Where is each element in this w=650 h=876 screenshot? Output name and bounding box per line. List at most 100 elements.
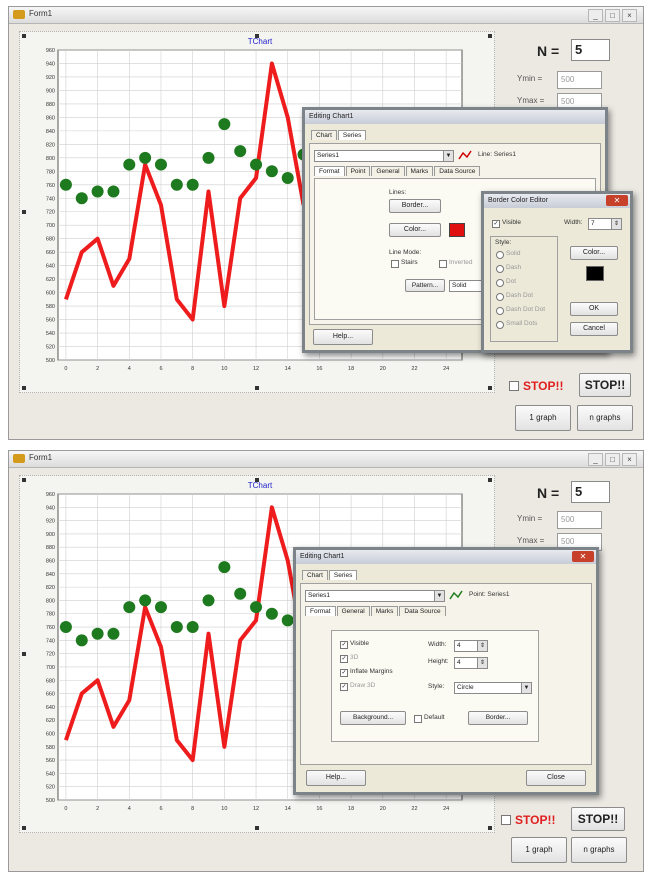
width-spinner[interactable]: 7 ⇕ <box>588 218 622 230</box>
x-tick-label: 12 <box>253 366 259 372</box>
subtab-data-source[interactable]: Data Source <box>399 606 446 616</box>
line-color-swatch[interactable] <box>449 223 465 237</box>
style-radio-label: Small Dots <box>506 320 538 327</box>
data-point-green <box>281 172 294 185</box>
subtab-general[interactable]: General <box>371 166 405 176</box>
width-spinner[interactable]: 4 ⇕ <box>454 640 488 652</box>
spinner-arrows-icon[interactable]: ⇕ <box>477 658 487 668</box>
subtab-format[interactable]: Format <box>314 166 345 176</box>
one-graph-button[interactable]: 1 graph <box>515 405 571 431</box>
y-tick-label: 960 <box>46 48 55 54</box>
subtab-general[interactable]: General <box>336 606 370 616</box>
cancel-button[interactable]: Cancel <box>570 322 618 336</box>
border-button[interactable]: Border... <box>389 199 441 213</box>
style-radio[interactable] <box>496 307 504 315</box>
subtab-format[interactable]: Format <box>305 606 336 616</box>
stop-checkbox-box[interactable] <box>509 381 519 391</box>
visible-checkbox[interactable]: ✓ <box>340 641 348 649</box>
ok-button[interactable]: OK <box>570 302 618 316</box>
close-button[interactable]: × <box>622 9 637 22</box>
ymin-input[interactable]: 500 <box>557 511 602 529</box>
series-caption: Line: Series1 <box>478 151 516 158</box>
data-point-green <box>250 601 263 614</box>
border-color-swatch[interactable] <box>586 266 604 281</box>
one-graph-button[interactable]: 1 graph <box>511 837 567 863</box>
tab-chart[interactable]: Chart <box>311 130 337 140</box>
style-radio-label: Dash Dot Dot <box>506 306 546 313</box>
subtab-point[interactable]: Point <box>345 166 371 176</box>
data-point-green <box>202 151 215 164</box>
minimize-button[interactable]: _ <box>588 453 603 466</box>
y-tick-label: 740 <box>46 638 55 644</box>
background-button[interactable]: Background... <box>340 711 406 725</box>
ymin-input[interactable]: 500 <box>557 71 602 89</box>
border-button[interactable]: Border... <box>468 711 528 725</box>
selection-handle <box>22 478 26 482</box>
n-input[interactable]: 5 <box>571 39 610 61</box>
border-color-button[interactable]: Color... <box>570 246 618 260</box>
close-button[interactable]: Close <box>526 770 586 786</box>
style-radio[interactable] <box>496 251 504 259</box>
style-select[interactable]: Circle ▼ <box>454 682 532 694</box>
close-icon[interactable]: ✕ <box>572 551 594 562</box>
x-tick-label: 22 <box>411 806 417 812</box>
ymin-label: Ymin = <box>517 74 543 83</box>
pattern-button[interactable]: Pattern... <box>405 279 445 292</box>
subtab-marks[interactable]: Marks <box>370 606 399 616</box>
spinner-arrows-icon[interactable]: ⇕ <box>611 219 621 229</box>
stop-checkbox-box[interactable] <box>501 815 511 825</box>
inflate-margins-checkbox[interactable]: ✓ <box>340 669 348 677</box>
tab-series[interactable]: Series <box>337 130 367 140</box>
inverted-checkbox[interactable] <box>439 260 447 268</box>
width-spinner-value: 7 <box>591 220 595 227</box>
color-button[interactable]: Color... <box>389 223 441 237</box>
x-tick-label: 4 <box>128 366 131 372</box>
close-button[interactable]: × <box>622 453 637 466</box>
n-graphs-button[interactable]: n graphs <box>577 405 633 431</box>
y-tick-label: 800 <box>46 156 55 162</box>
spinner-arrows-icon[interactable]: ⇕ <box>477 641 487 651</box>
border-dialog-title-text: Border Color Editor <box>488 197 548 204</box>
y-tick-label: 520 <box>46 785 55 791</box>
height-spinner[interactable]: 4 ⇕ <box>454 657 488 669</box>
stop-button[interactable]: STOP!! <box>571 807 625 831</box>
n-graphs-button[interactable]: n graphs <box>571 837 627 863</box>
style-radio[interactable] <box>496 293 504 301</box>
selection-handle <box>488 34 492 38</box>
series-select[interactable]: Series1 ▼ <box>314 150 454 162</box>
default-checkbox[interactable] <box>414 715 422 723</box>
subtab-data-source[interactable]: Data Source <box>434 166 481 176</box>
data-point-green <box>250 158 263 171</box>
help-button[interactable]: Help... <box>313 329 373 345</box>
data-point-green <box>123 158 136 171</box>
tab-chart[interactable]: Chart <box>302 570 328 580</box>
stop-checkbox[interactable]: STOP!! <box>501 813 555 827</box>
stop-checkbox[interactable]: STOP!! <box>509 379 563 393</box>
data-point-green <box>59 621 72 634</box>
close-icon[interactable]: ✕ <box>606 195 628 206</box>
style-radio[interactable] <box>496 265 504 273</box>
visible-checkbox[interactable]: ✓ <box>492 220 500 228</box>
style-radio-label: Dash <box>506 264 522 271</box>
x-tick-label: 8 <box>191 366 194 372</box>
help-button[interactable]: Help... <box>306 770 366 786</box>
minimize-button[interactable]: _ <box>588 9 603 22</box>
n-input[interactable]: 5 <box>571 481 610 503</box>
maximize-button[interactable]: □ <box>605 453 620 466</box>
series-select[interactable]: Series1 ▼ <box>305 590 445 602</box>
style-radio[interactable] <box>496 321 504 329</box>
style-radio[interactable] <box>496 279 504 287</box>
data-point-green <box>75 192 88 205</box>
stop-button[interactable]: STOP!! <box>579 373 631 397</box>
draw-3d-checkbox[interactable]: ✓ <box>340 683 348 691</box>
data-point-green <box>170 621 183 634</box>
x-tick-label: 14 <box>285 366 291 372</box>
3d-checkbox[interactable]: ✓ <box>340 655 348 663</box>
subtab-marks[interactable]: Marks <box>405 166 434 176</box>
style-label: Style: <box>428 683 445 690</box>
y-tick-label: 860 <box>46 115 55 121</box>
tab-series[interactable]: Series <box>328 570 358 580</box>
y-tick-label: 940 <box>46 505 55 511</box>
stairs-checkbox[interactable] <box>391 260 399 268</box>
maximize-button[interactable]: □ <box>605 9 620 22</box>
